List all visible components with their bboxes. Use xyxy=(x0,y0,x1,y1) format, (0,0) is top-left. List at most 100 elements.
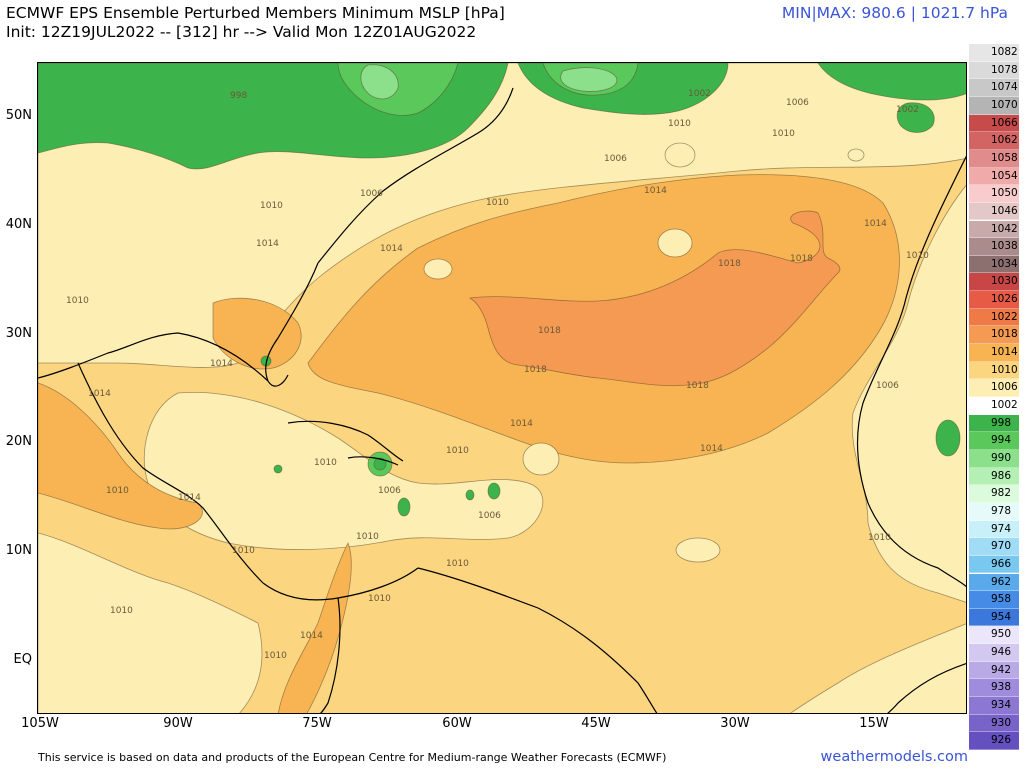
legend-label: 1018 xyxy=(991,328,1018,341)
isobar-label: 1010 xyxy=(260,201,283,211)
legend-label: 954 xyxy=(991,610,1012,623)
zone-1014-gulf xyxy=(212,297,302,370)
legend-label: 930 xyxy=(991,716,1012,729)
isobar-label: 1006 xyxy=(786,98,809,108)
legend-swatch: 1066 xyxy=(969,114,1019,133)
legend-label: 942 xyxy=(991,663,1012,676)
legend-swatch: 1050 xyxy=(969,185,1019,203)
isobar-label: 1006 xyxy=(604,154,627,164)
legend-swatch: 950 xyxy=(969,626,1019,645)
cell-tropical-1 xyxy=(522,442,560,476)
isobar-label: 1018 xyxy=(538,326,561,336)
legend-swatch: 954 xyxy=(969,608,1019,627)
legend-label: 1050 xyxy=(991,187,1018,200)
cell-bermuda xyxy=(423,258,453,280)
legend-label: 982 xyxy=(991,487,1012,500)
isobar-label: 1006 xyxy=(876,381,899,391)
isobar-label: 1014 xyxy=(210,359,233,369)
isobar-label: 1010 xyxy=(66,296,89,306)
pressure-color-legend: 1082 1078 1074 1070 1066 1062 1058 1054 1050 1046… xyxy=(969,44,1019,750)
legend-swatch: 1046 xyxy=(969,202,1019,221)
isobar-label: 1018 xyxy=(790,254,813,264)
legend-swatch: 994 xyxy=(969,432,1019,450)
legend-label: 1034 xyxy=(991,257,1018,270)
legend-label: 974 xyxy=(991,522,1012,535)
legend-label: 1030 xyxy=(991,275,1018,288)
lat-tick-eq: EQ xyxy=(13,652,32,667)
isobar-label: 1010 xyxy=(446,559,469,569)
legend-swatch: 962 xyxy=(969,573,1019,592)
isobar-label: 1010 xyxy=(486,198,509,208)
isobar-label: 1006 xyxy=(478,511,501,521)
zone-1006-gulf-guinea xyxy=(790,623,966,713)
legend-label: 1042 xyxy=(991,222,1018,235)
legend-swatch: 930 xyxy=(969,714,1019,733)
legend-label: 994 xyxy=(991,434,1012,447)
legend-label: 1070 xyxy=(991,98,1018,111)
isobar-label: 1006 xyxy=(378,486,401,496)
title-line-1: ECMWF EPS Ensemble Perturbed Members Min… xyxy=(6,4,505,22)
legend-swatch: 1054 xyxy=(969,167,1019,186)
legend-swatch: 1062 xyxy=(969,132,1019,150)
legend-swatch: 1074 xyxy=(969,79,1019,97)
isobar-label: 1018 xyxy=(718,259,741,269)
low-east-caribbean xyxy=(397,497,411,517)
legend-label: 1002 xyxy=(991,399,1018,411)
legend-label: 1010 xyxy=(991,363,1018,376)
brand-link[interactable]: weathermodels.com xyxy=(820,749,968,765)
legend-label: 1074 xyxy=(991,81,1018,94)
lon-tick-90w: 90W xyxy=(163,716,193,731)
isobar-label: 1010 xyxy=(368,594,391,604)
legend-label: 966 xyxy=(991,557,1012,570)
isobar-label: 1010 xyxy=(110,606,133,616)
legend-swatch: 990 xyxy=(969,449,1019,468)
legend-swatch: 1026 xyxy=(969,291,1019,309)
isobar-label: 1014 xyxy=(510,419,533,429)
legend-swatch: 1034 xyxy=(969,255,1019,274)
mslp-map[interactable]: 998 1002 1002 1006 1006 1006 1006 1006 1… xyxy=(37,62,967,714)
legend-swatch: 934 xyxy=(969,697,1019,715)
data-credit: This service is based on data and produc… xyxy=(38,751,667,764)
min-max-readout: MIN|MAX: 980.6 | 1021.7 hPa xyxy=(781,4,1008,22)
legend-label: 978 xyxy=(991,504,1012,517)
legend-label: 1058 xyxy=(991,151,1018,164)
legend-label: 926 xyxy=(991,734,1012,747)
legend-swatch: 982 xyxy=(969,485,1019,503)
legend-swatch: 1042 xyxy=(969,220,1019,239)
legend-label: 1078 xyxy=(991,63,1018,76)
legend-swatch: 958 xyxy=(969,591,1019,609)
zone-1014-andes xyxy=(277,542,352,713)
legend-swatch: 1010 xyxy=(969,361,1019,380)
legend-swatch: 1070 xyxy=(969,96,1019,115)
isobar-label: 1006 xyxy=(360,189,383,199)
legend-label: 1022 xyxy=(991,310,1018,323)
lat-tick-20n: 20N xyxy=(5,434,32,449)
lat-tick-10n: 10N xyxy=(5,543,32,558)
isobar-label: 1002 xyxy=(896,105,919,115)
isobar-label: 998 xyxy=(230,91,247,101)
isobar-label: 1010 xyxy=(232,546,255,556)
legend-swatch: 998 xyxy=(969,414,1019,433)
legend-label: 1006 xyxy=(991,381,1018,394)
lon-tick-45w: 45W xyxy=(581,716,611,731)
isobar-label: 1010 xyxy=(356,532,379,542)
isobar-label: 1010 xyxy=(314,458,337,468)
cell-north-2 xyxy=(847,148,865,162)
legend-label: 950 xyxy=(991,628,1012,641)
legend-swatch: 986 xyxy=(969,467,1019,486)
legend-label: 970 xyxy=(991,540,1012,553)
isobar-label: 1010 xyxy=(868,533,891,543)
isobar-label: 1010 xyxy=(772,129,795,139)
lat-tick-50n: 50N xyxy=(5,108,32,123)
legend-swatch: 1022 xyxy=(969,308,1019,327)
legend-swatch: 1030 xyxy=(969,273,1019,292)
lon-tick-105w: 105W xyxy=(21,716,59,731)
isobar-label: 1014 xyxy=(380,244,403,254)
isobar-label: 1010 xyxy=(668,119,691,129)
isobar-label: 1014 xyxy=(700,444,723,454)
isobar-label: 1010 xyxy=(906,251,929,261)
isobar-label: 1014 xyxy=(864,219,887,229)
legend-label: 1026 xyxy=(991,293,1018,306)
legend-swatch: 942 xyxy=(969,661,1019,680)
cell-mid-ocean xyxy=(657,228,693,258)
